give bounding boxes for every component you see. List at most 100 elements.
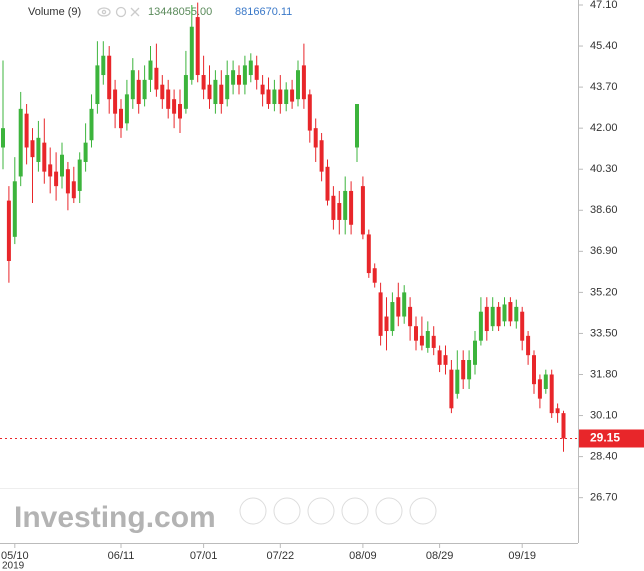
y-tick-label: 38.60 (590, 204, 618, 216)
candle-body (48, 164, 53, 177)
candle-body (490, 306, 495, 327)
candle-body (60, 154, 64, 177)
candle-body (443, 355, 448, 365)
candle-body (172, 99, 177, 114)
candle-body (166, 89, 171, 109)
candle-body (372, 268, 377, 283)
candle-body (225, 75, 230, 100)
candle-body (561, 413, 566, 439)
candle-body (36, 137, 41, 162)
candle-body (384, 316, 389, 332)
candle-body (54, 171, 59, 187)
candle-body (71, 181, 76, 199)
candle-body (95, 65, 100, 105)
y-tick-label: 40.30 (590, 163, 618, 175)
candle-body (30, 140, 35, 158)
x-tick-label: 06/11 (108, 550, 135, 562)
candle-body (1, 128, 5, 148)
candle-body (107, 55, 112, 100)
candle-body (478, 311, 483, 341)
candle-body (154, 67, 159, 90)
candle-body (124, 94, 129, 124)
candle-body (160, 84, 165, 100)
y-tick-label: 33.50 (590, 327, 618, 339)
candle-body (272, 89, 277, 105)
candle-body (142, 79, 147, 100)
candle-body (419, 335, 424, 346)
candle-body (219, 84, 224, 105)
candle-body (514, 306, 519, 322)
candle-body (408, 306, 413, 327)
candle-body (437, 350, 442, 365)
candle-body (231, 70, 236, 85)
candle-body (537, 379, 542, 399)
candle-body (555, 408, 560, 414)
candle-body (402, 292, 407, 317)
volume-label: Volume (9) (28, 6, 81, 18)
candle-body (130, 70, 135, 100)
candle-body (284, 89, 289, 105)
last-price-box (579, 429, 644, 448)
y-tick-label: 45.40 (590, 40, 618, 52)
candle-body (484, 306, 489, 332)
candle-body (83, 142, 88, 162)
candle-body (189, 26, 194, 80)
y-tick-label: 36.90 (590, 245, 618, 257)
volume-value: 8816670.11 (235, 6, 292, 18)
candle-body (290, 89, 295, 102)
x-tick-label: 08/09 (349, 550, 377, 562)
candle-body (12, 181, 17, 237)
y-tick-label: 31.80 (590, 368, 618, 380)
candle-body (136, 79, 141, 105)
candle-body (301, 65, 306, 100)
candle-body (18, 108, 23, 177)
candle-body (549, 374, 554, 414)
candle-body (296, 70, 300, 100)
candle-body (520, 311, 525, 341)
candle-body (532, 355, 536, 385)
candle-body (195, 17, 200, 76)
candle-body (461, 360, 466, 380)
x-tick-label: 05/10 (1, 550, 29, 562)
candle-body (526, 335, 531, 356)
candle-body (425, 331, 430, 348)
candle-body (543, 374, 548, 389)
candle-body (343, 190, 348, 220)
candle-body (449, 369, 454, 409)
y-tick-label: 28.40 (590, 451, 618, 463)
candle-body (101, 55, 106, 76)
candle-body (313, 128, 318, 148)
candle-body (207, 84, 212, 100)
y-tick-label: 47.10 (590, 0, 618, 11)
candle-body (331, 195, 336, 220)
candle-body (65, 169, 70, 194)
candle-body (178, 104, 182, 119)
candle-body (360, 186, 365, 235)
candle-body (467, 360, 472, 380)
candle-body (473, 340, 477, 365)
last-price-label: 29.15 (590, 431, 620, 445)
y-tick-label: 30.10 (590, 409, 618, 421)
candle-body (248, 60, 253, 76)
candle-body (355, 104, 359, 148)
year-label: 2019 (2, 561, 25, 571)
candle-body (325, 166, 330, 201)
y-tick-label: 42.00 (590, 122, 618, 134)
watermark: Investing.com (14, 501, 216, 534)
y-tick-label: 26.70 (590, 492, 618, 504)
candle-body (366, 234, 371, 274)
candle-body (496, 306, 501, 327)
candle-body (414, 326, 418, 341)
candle-body (237, 75, 241, 85)
candle-body (337, 203, 342, 220)
candle-body (242, 65, 247, 85)
candle-body (349, 190, 354, 225)
y-tick-label: 35.20 (590, 286, 618, 298)
candle-body (119, 108, 123, 129)
candle-body (113, 89, 118, 114)
candle-body (148, 60, 153, 80)
candle-body (508, 302, 513, 322)
candle-body (278, 89, 283, 105)
candle-body (390, 302, 395, 332)
